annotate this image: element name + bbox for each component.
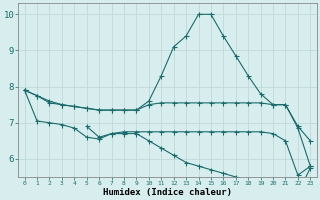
X-axis label: Humidex (Indice chaleur): Humidex (Indice chaleur): [103, 188, 232, 197]
